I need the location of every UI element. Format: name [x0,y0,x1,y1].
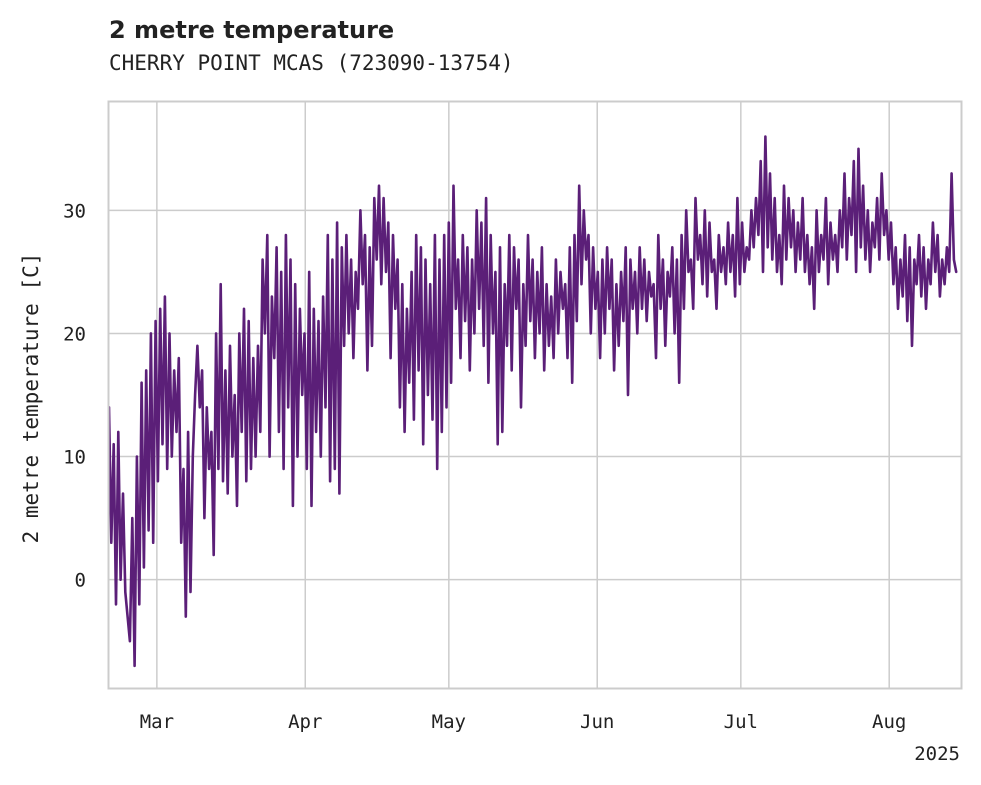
series-group [107,135,958,668]
x-tick-label: Jun [580,711,614,733]
grid-lines [109,102,961,688]
y-tick-label: 20 [63,323,86,345]
x-tick-label: May [432,711,466,733]
y-tick-label: 0 [75,570,86,592]
x-year-label: 2025 [914,743,960,765]
x-tick-label: Jul [724,711,758,733]
x-tick-label: Mar [140,711,174,733]
y-axis-ticks: 0 10 20 30 [63,200,86,591]
y-axis-label: 2 metre temperature [C] [19,253,43,544]
plot-frame [107,100,963,690]
y-tick-label: 10 [63,447,86,469]
chart-subtitle: CHERRY POINT MCAS (723090-13754) [109,51,514,75]
y-tick-label: 30 [63,200,86,222]
x-tick-label: Aug [872,711,906,733]
x-axis-ticks: Mar Apr May Jun Jul Aug [140,711,907,733]
x-tick-label: Apr [288,711,322,733]
chart-title: 2 metre temperature [109,16,395,44]
series-line [107,135,958,668]
